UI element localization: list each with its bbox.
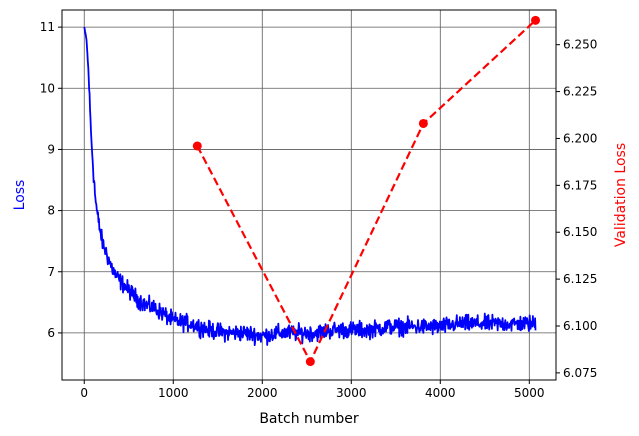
left-y-axis-title: Loss: [12, 180, 28, 211]
x-tick-label: 0: [80, 386, 88, 400]
validation-loss-point: [305, 357, 315, 367]
validation-loss-point: [192, 141, 202, 151]
x-tick-label: 5000: [514, 386, 545, 400]
plot-background: [62, 10, 556, 380]
right-y-tick-label: 6.175: [563, 178, 597, 192]
right-y-tick-label: 6.125: [563, 272, 597, 286]
grid-lines: [62, 10, 556, 380]
left-y-tick-label: 11: [40, 20, 55, 34]
left-y-tick-label: 10: [40, 81, 55, 95]
x-tick-label: 3000: [336, 386, 367, 400]
x-tick-label: 2000: [247, 386, 278, 400]
left-y-tick-label: 9: [47, 142, 55, 156]
train-loss-series: [83, 26, 537, 347]
right-y-tick-label: 6.100: [563, 319, 597, 333]
left-y-axis-ticks: 6 7 8 9 10 11: [40, 20, 62, 340]
right-y-tick-label: 6.150: [563, 225, 597, 239]
right-y-tick-label: 6.225: [563, 85, 597, 99]
left-y-tick-label: 6: [47, 326, 55, 340]
x-tick-label: 1000: [158, 386, 189, 400]
right-y-tick-label: 6.250: [563, 38, 597, 52]
x-tick-label: 4000: [425, 386, 456, 400]
left-y-tick-label: 8: [47, 204, 55, 218]
plot-frame: [61, 9, 557, 381]
x-axis-title: Batch number: [259, 411, 359, 427]
validation-loss-line: [196, 19, 537, 365]
right-y-tick-label: 6.075: [563, 366, 597, 380]
validation-loss-series: [192, 15, 541, 367]
x-axis-ticks: 0 1000 2000 3000 4000 5000: [80, 380, 545, 400]
right-y-axis-title: Validation Loss: [613, 143, 629, 247]
validation-loss-point: [531, 15, 541, 25]
validation-loss-point: [418, 118, 428, 128]
right-y-tick-label: 6.200: [563, 131, 597, 145]
right-y-axis-ticks: 6.075 6.100 6.125 6.150 6.175 6.200 6.225 6.250: [556, 38, 597, 380]
left-y-tick-label: 7: [47, 265, 55, 279]
train-loss-line: [83, 26, 537, 347]
